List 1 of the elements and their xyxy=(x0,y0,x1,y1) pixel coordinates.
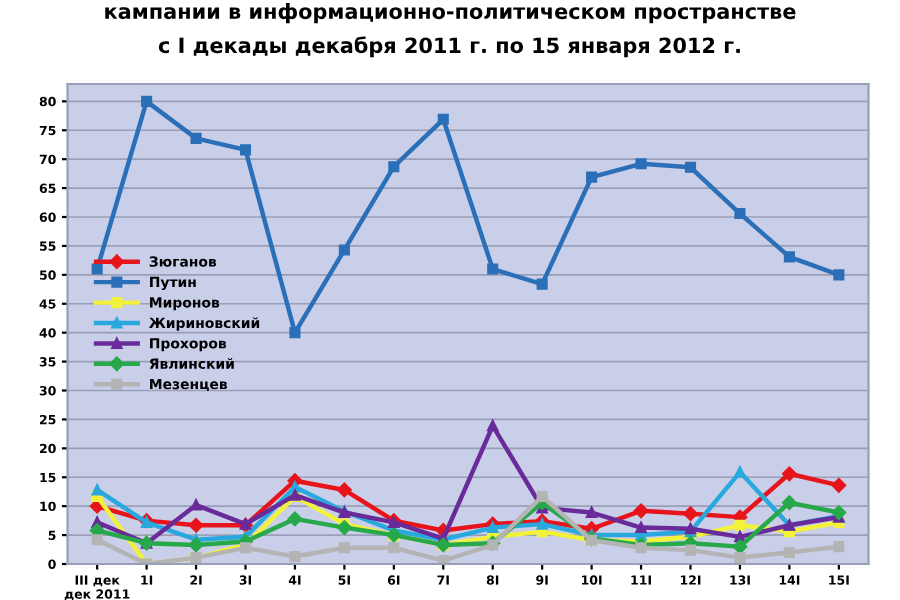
chart-title: кампании в информационно-политическом пространстве с I декады декабря 2011 г. по 15 января 2012 г. xyxy=(105,3,796,58)
